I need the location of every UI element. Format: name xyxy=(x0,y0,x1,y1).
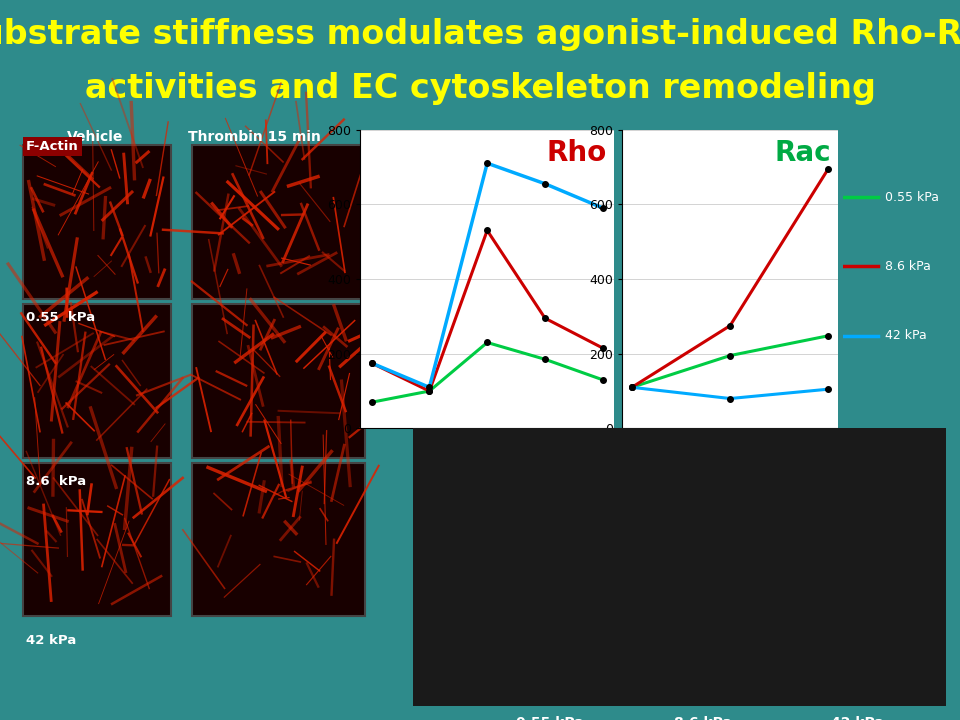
Text: Rho: Rho xyxy=(546,138,607,166)
Bar xyxy=(650,621,695,659)
Text: activities and EC cytoskeleton remodeling: activities and EC cytoskeleton remodelin… xyxy=(84,71,876,104)
Text: *: * xyxy=(700,502,707,516)
Text: 0.55 kPa: 0.55 kPa xyxy=(516,716,584,720)
Text: Rac: Rac xyxy=(775,138,831,166)
Text: *: * xyxy=(623,463,630,477)
Text: Vehicle: Vehicle xyxy=(67,130,124,144)
Y-axis label: Actin Fibers, Arb. Units: Actin Fibers, Arb. Units xyxy=(468,485,481,627)
Text: *: * xyxy=(546,534,553,548)
Text: Substrate stiffness modulates agonist-induced Rho-Rac: Substrate stiffness modulates agonist-in… xyxy=(0,18,960,51)
Text: *: * xyxy=(807,463,814,477)
Text: 42 kPa: 42 kPa xyxy=(885,329,926,342)
Bar xyxy=(558,575,602,659)
Text: 0.55 kPa: 0.55 kPa xyxy=(885,191,939,204)
Text: F-Actin: F-Actin xyxy=(26,140,79,153)
Text: 8.6  kPa: 8.6 kPa xyxy=(26,475,86,488)
Text: 42 kPa: 42 kPa xyxy=(26,634,77,647)
Bar xyxy=(496,612,540,659)
Text: 8.6 kPa: 8.6 kPa xyxy=(885,260,930,273)
Text: 0.55  kPa: 0.55 kPa xyxy=(26,311,95,325)
Bar xyxy=(804,570,849,659)
Text: 42 kPa: 42 kPa xyxy=(830,716,883,720)
Bar xyxy=(711,543,756,659)
Text: Thrombin 15 min: Thrombin 15 min xyxy=(188,130,321,144)
Text: ND: ND xyxy=(848,473,867,486)
Bar xyxy=(866,513,910,659)
Text: 8.6 kPa: 8.6 kPa xyxy=(674,716,732,720)
